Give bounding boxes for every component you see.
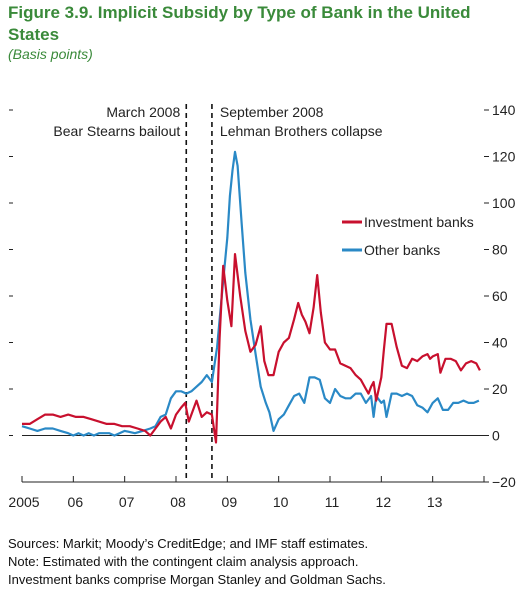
legend-label: Other banks	[364, 242, 440, 258]
x-tick-label: 10	[273, 494, 289, 510]
x-tick-label: 11	[325, 494, 340, 510]
y-tick-label: 140	[492, 102, 516, 118]
chart-legend: Investment banks Other banks	[342, 214, 474, 258]
note-sources: Sources: Markit; Moody’s CreditEdge; and…	[8, 536, 369, 551]
figure-subtitle: (Basis points)	[8, 46, 93, 62]
x-tick-label: 06	[68, 494, 84, 510]
event-label-line2: Lehman Brothers collapse	[220, 123, 383, 139]
figure-title: Figure 3.9. Implicit Subsidy by Type of …	[8, 3, 471, 44]
event-label-line1: September 2008	[220, 104, 324, 120]
y-tick-label: 80	[492, 242, 508, 258]
legend-label: Investment banks	[364, 214, 474, 230]
event-label-line1: March 2008	[106, 104, 180, 120]
x-tick-label: 08	[170, 494, 186, 510]
x-tick-label: 2005	[8, 494, 39, 510]
y-tick-label: 100	[492, 195, 516, 211]
x-tick-label: 07	[119, 494, 135, 510]
y-tick-label: 40	[492, 335, 508, 351]
event-label-line2: Bear Stearns bailout	[53, 123, 180, 139]
y-tick-label: 0	[492, 428, 500, 444]
y-tick-label: −20	[492, 474, 516, 490]
x-tick-label: 12	[376, 494, 392, 510]
source-notes: Sources: Markit; Moody’s CreditEdge; and…	[8, 535, 386, 589]
chart-axes: 140 120 100 80 60 40 20 0 −20 2005 06 07 08 09 10 11 12 1…	[8, 102, 516, 510]
y-tick-label: 120	[492, 149, 516, 165]
x-tick-label: 13	[427, 494, 443, 510]
series-investment-banks	[22, 253, 481, 444]
series-lines	[21, 150, 481, 444]
y-tick-label: 60	[492, 288, 508, 304]
note-method: Note: Estimated with the contingent clai…	[8, 554, 359, 569]
x-tick-label: 09	[222, 494, 238, 510]
series-other-banks	[21, 150, 480, 437]
event-lines: March 2008 Bear Stearns bailout September …	[53, 104, 383, 482]
y-tick-label: 20	[492, 381, 508, 397]
note-definition: Investment banks comprise Morgan Stanley…	[8, 572, 386, 587]
